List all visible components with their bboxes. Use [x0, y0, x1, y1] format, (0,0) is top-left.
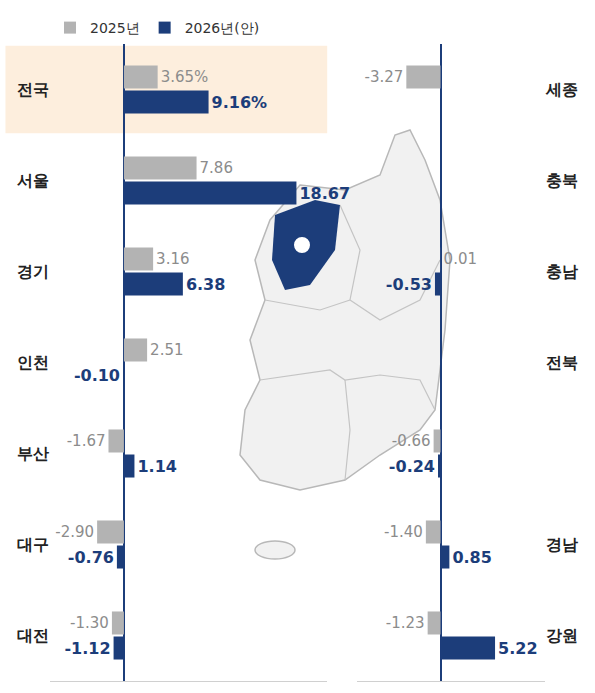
svg-text:-1.40: -1.40: [384, 523, 423, 541]
svg-text:전북: 전북: [546, 353, 578, 372]
svg-text:부산: 부산: [17, 444, 49, 463]
svg-text:0.85: 0.85: [452, 548, 491, 567]
svg-text:9.16%: 9.16%: [212, 93, 268, 112]
svg-text:-0.76: -0.76: [68, 548, 114, 567]
svg-text:-2.90: -2.90: [55, 523, 94, 541]
svg-text:전국: 전국: [17, 80, 49, 99]
svg-text:1.14: 1.14: [137, 457, 176, 476]
svg-text:2025년: 2025년: [90, 20, 140, 36]
svg-text:5.22: 5.22: [498, 639, 537, 658]
svg-text:대전: 대전: [17, 626, 49, 645]
svg-text:경기: 경기: [17, 262, 49, 281]
svg-text:-1.67: -1.67: [67, 432, 106, 450]
svg-text:0.01: 0.01: [444, 250, 477, 268]
svg-text:18.67: 18.67: [299, 184, 350, 203]
svg-text:3.65%: 3.65%: [161, 68, 209, 86]
svg-text:2.51: 2.51: [150, 341, 183, 359]
svg-text:서울: 서울: [17, 171, 49, 190]
svg-text:충남: 충남: [546, 262, 578, 281]
svg-text:-0.24: -0.24: [389, 457, 435, 476]
svg-text:2026년(안): 2026년(안): [185, 20, 260, 36]
svg-text:-3.27: -3.27: [365, 68, 404, 86]
svg-text:-1.30: -1.30: [70, 614, 109, 632]
svg-text:-0.66: -0.66: [392, 432, 431, 450]
svg-text:세종: 세종: [545, 80, 578, 99]
svg-text:-0.53: -0.53: [386, 275, 432, 294]
svg-text:-1.23: -1.23: [386, 614, 425, 632]
svg-text:6.38: 6.38: [186, 275, 225, 294]
svg-text:-1.12: -1.12: [64, 639, 110, 658]
svg-text:강원: 강원: [546, 626, 578, 645]
svg-text:-0.10: -0.10: [74, 366, 120, 385]
svg-text:경남: 경남: [546, 535, 578, 554]
svg-text:3.16: 3.16: [156, 250, 189, 268]
svg-text:충북: 충북: [546, 171, 578, 190]
svg-text:7.86: 7.86: [200, 159, 233, 177]
svg-text:대구: 대구: [17, 535, 49, 554]
svg-text:인천: 인천: [17, 353, 49, 372]
